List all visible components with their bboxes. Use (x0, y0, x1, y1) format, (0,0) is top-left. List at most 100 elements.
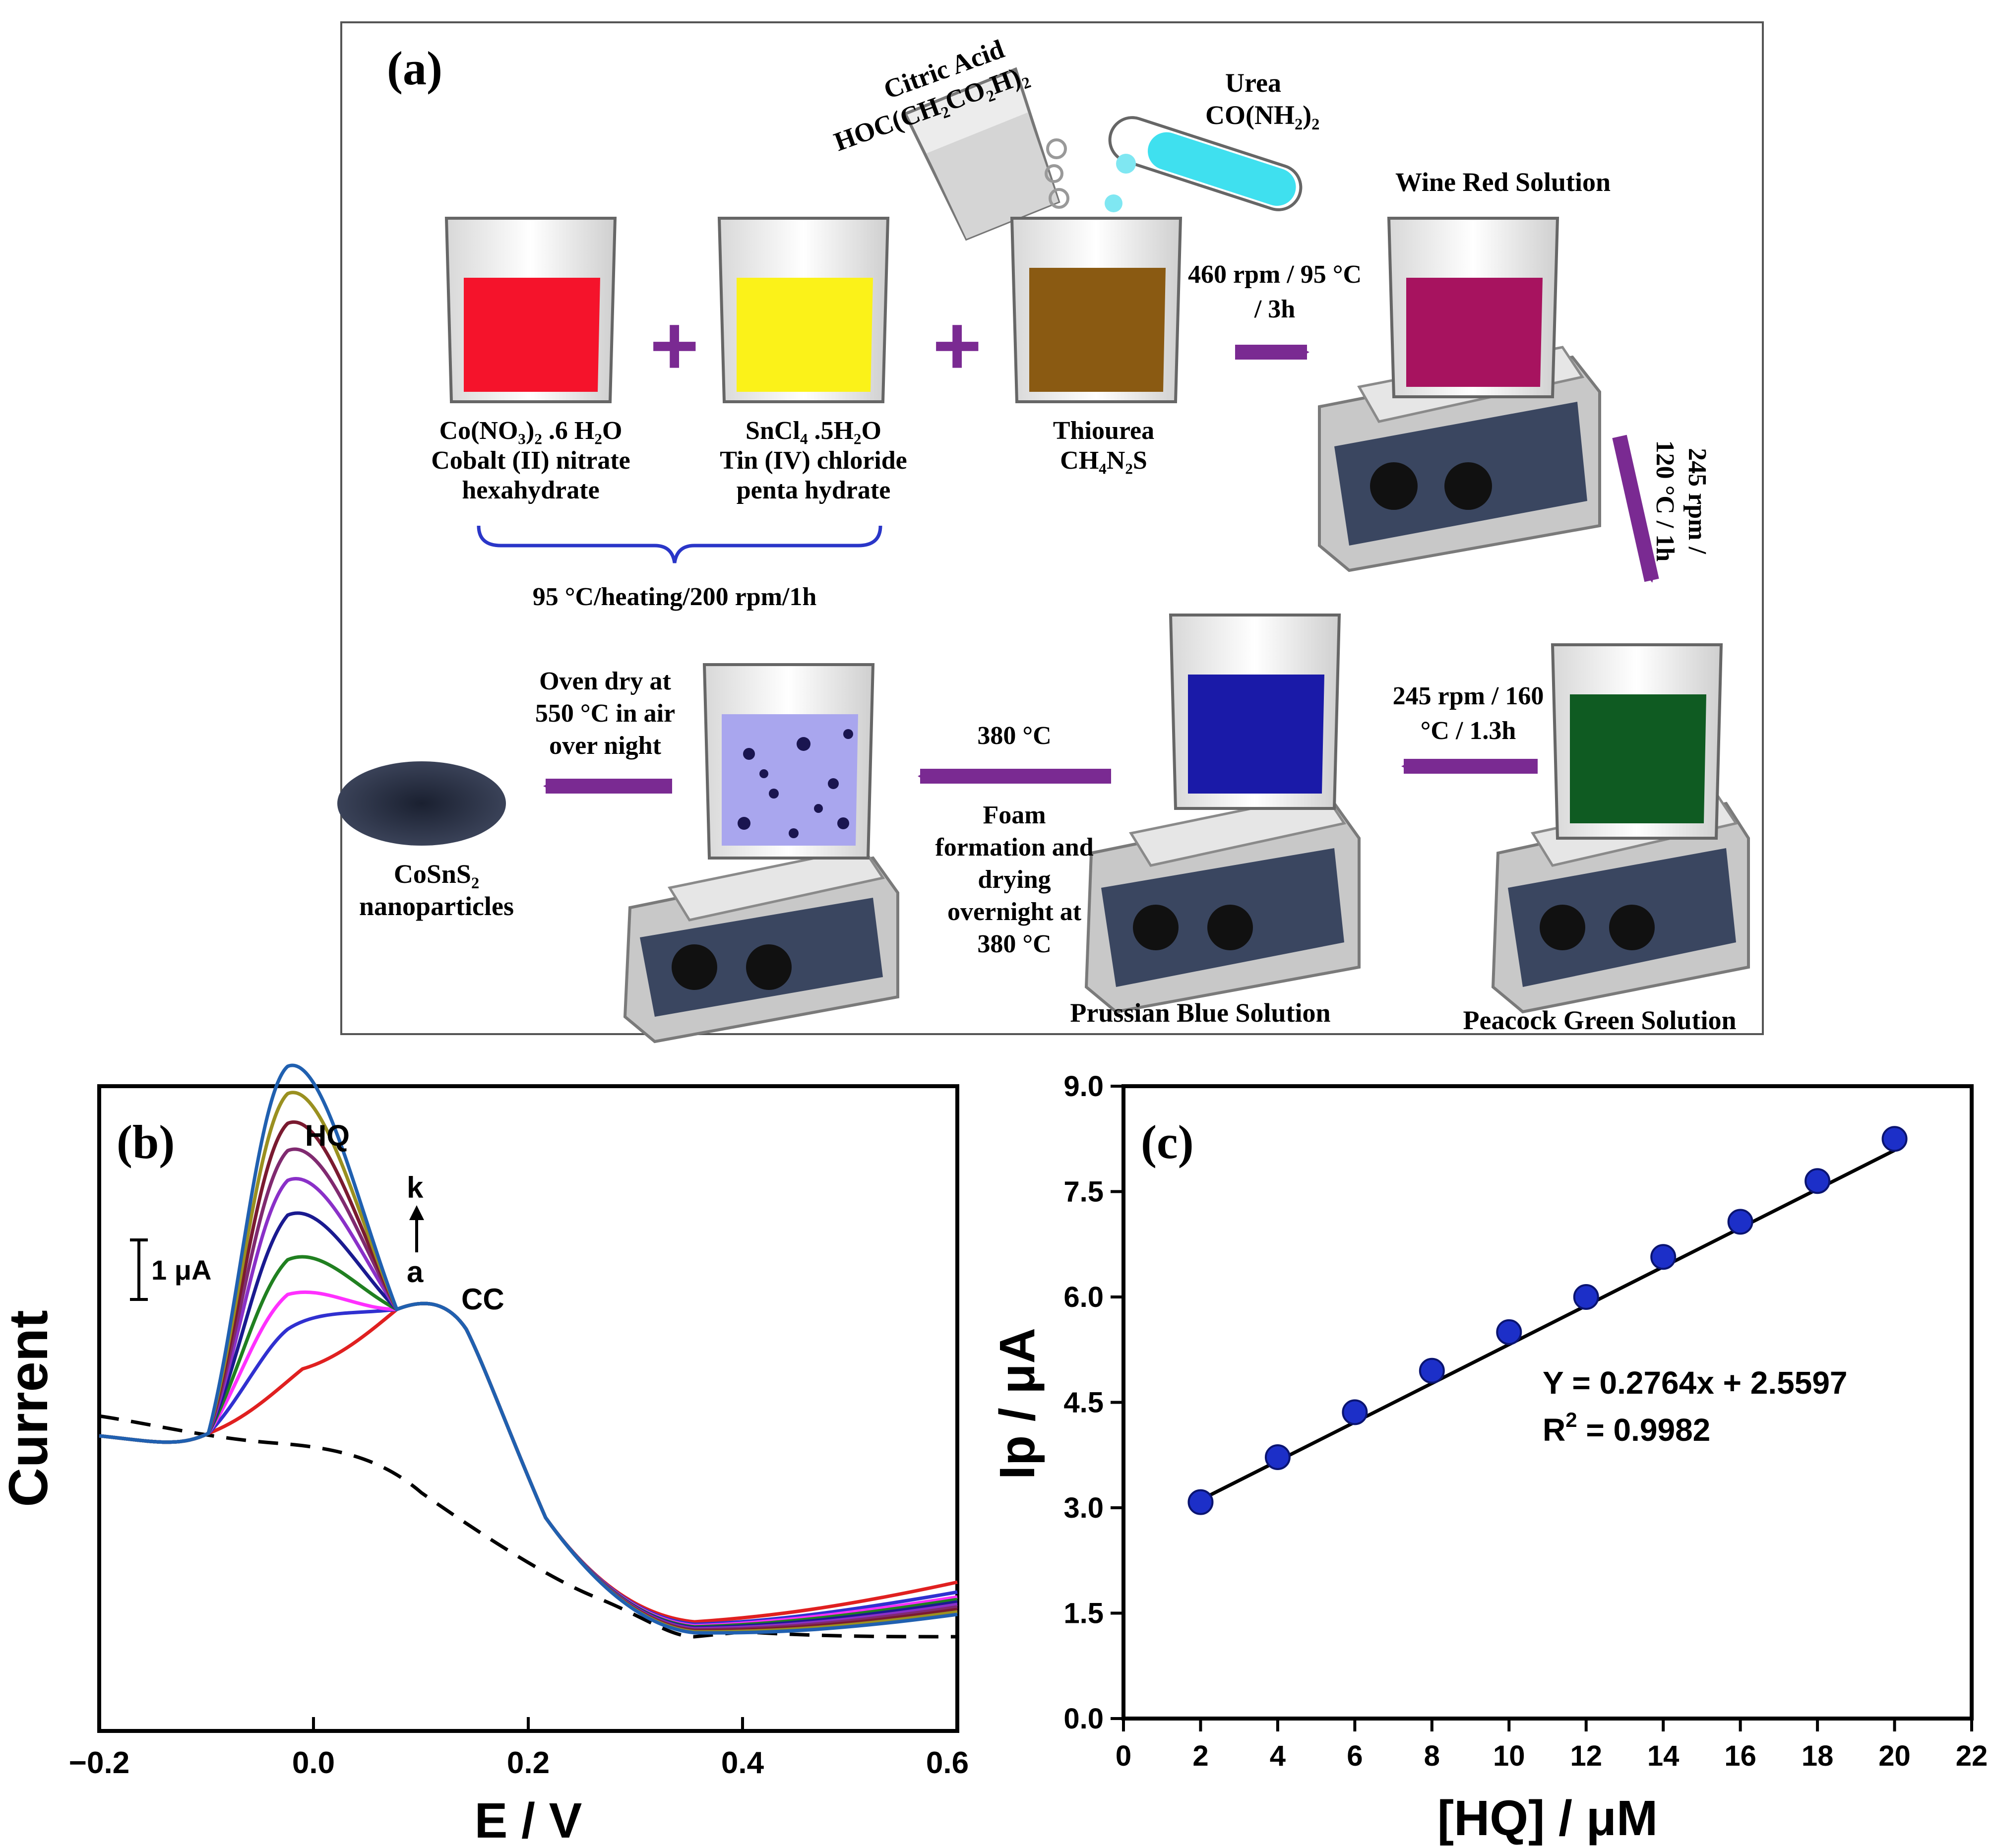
panel-c-xlabel: [HQ] / μM (1437, 1790, 1658, 1846)
prussian-blue-label: Prussian Blue Solution (1070, 998, 1330, 1028)
thiourea-beaker-icon (1010, 217, 1183, 403)
r-squared-value: = 0.9982 (1577, 1412, 1711, 1448)
data-points (1187, 1126, 1908, 1515)
c-xtick-label: 18 (1802, 1740, 1834, 1772)
thiourea-line2: CH₄N₂S (1060, 446, 1147, 475)
step4-line1: Foam (983, 801, 1046, 829)
citric-drop-icon (1049, 188, 1069, 209)
step4-line3: drying (978, 865, 1051, 894)
c-ytick-label: 7.5 (1063, 1176, 1104, 1208)
peacock-green-beaker-icon (1551, 643, 1723, 840)
panel-a: (a) Citric Acid HOC(CH₂CO₂H)₂ Urea CO(NH… (337, 21, 1764, 1044)
urea-drop-icon (1105, 194, 1122, 212)
cobalt-line2: Cobalt (II) nitrate (431, 446, 630, 475)
peacock-green-label: Peacock Green Solution (1463, 1005, 1737, 1035)
cv-curve-k (99, 1063, 958, 1635)
urea-formula: CO(NH₂)₂ (1205, 100, 1319, 130)
prussian-blue-beaker-icon (1169, 614, 1341, 810)
step5-line2: 550 °C in air (535, 699, 675, 728)
c-ytick-label: 3.0 (1063, 1492, 1104, 1524)
step3-line2: °C / 1.3h (1421, 717, 1516, 745)
data-point (1419, 1357, 1445, 1384)
concentration-arrowhead-icon (409, 1205, 424, 1220)
wine-red-label: Wine Red Solution (1395, 167, 1611, 197)
nanoparticle-powder-icon (337, 761, 506, 846)
arrow-bottom-label: a (407, 1255, 424, 1289)
step5-line1: Oven dry at (539, 667, 671, 695)
data-point (1805, 1168, 1831, 1194)
foam-beaker-icon (702, 663, 875, 860)
cc-peak-label: CC (461, 1283, 504, 1316)
cv-baseline-dashed (99, 1414, 958, 1639)
panel-c-plot-area (1121, 1084, 1974, 1721)
step4-temp: 380 °C (977, 722, 1051, 750)
cobalt-line1: Co(NO₃)₂ .6 H₂O (439, 417, 623, 445)
panel-a-label: (a) (387, 42, 442, 95)
step3-line1: 245 rpm / 160 (1393, 682, 1544, 710)
panel-c-yticks: 0.0 1.5 3.0 4.5 6.0 7.5 9.0 (1063, 1070, 1123, 1735)
citric-acid-beaker-icon (903, 67, 1060, 241)
b-xtick-label: 0.0 (292, 1746, 335, 1780)
c-xtick-label: 10 (1493, 1740, 1525, 1772)
b-xtick-label: 0.6 (926, 1746, 969, 1780)
thiourea-line1: Thiourea (1053, 417, 1154, 445)
data-point (1650, 1244, 1677, 1270)
citric-drop-icon (1046, 138, 1067, 159)
step4-line2: formation and (935, 833, 1093, 862)
data-point (1727, 1209, 1753, 1235)
panel-b-xlabel: E / V (475, 1793, 582, 1848)
b-xtick-label: 0.4 (721, 1746, 764, 1780)
tin-line3: penta hydrate (737, 476, 891, 504)
panel-b-label: (b) (117, 1115, 175, 1169)
fit-equation: Y = 0.2764x + 2.5597 (1543, 1365, 1848, 1401)
step1-line1: 460 rpm / 95 °C (1188, 260, 1362, 289)
scale-bar-label: 1 μA (151, 1254, 211, 1286)
data-point (1881, 1126, 1908, 1152)
tin-line2: Tin (IV) chloride (720, 446, 907, 475)
panel-b: (b) Current E / V −0.2 0.0 0.2 0.4 0.6 (0, 1063, 969, 1848)
panel-c: (c) Ip / μA [HQ] / μM 0 2 4 6 8 10 12 14 16 18 20 2… (990, 1070, 1988, 1846)
data-point (1496, 1319, 1522, 1345)
urea-name: Urea (1225, 68, 1281, 98)
panel-c-xticks: 0 2 4 6 8 10 12 14 16 18 20 22 (1116, 1719, 1988, 1772)
c-ytick-label: 4.5 (1063, 1387, 1104, 1419)
c-xtick-label: 0 (1116, 1740, 1131, 1772)
plus-sign-1: + (650, 299, 699, 393)
step1-line2: / 3h (1254, 295, 1295, 323)
data-point (1264, 1444, 1291, 1470)
cv-curves (99, 1063, 958, 1639)
step2-line1: 245 rpm / (1683, 448, 1711, 554)
stirrer-4-icon (623, 847, 899, 1044)
step-arrow-2 (1612, 434, 1659, 583)
b-xtick-label: −0.2 (69, 1746, 129, 1780)
stirrer-3-icon (1084, 792, 1361, 1014)
urea-test-tube-icon (1108, 116, 1303, 211)
product-line1: CoSnS₂ (394, 859, 479, 889)
b-xtick-label: 0.2 (507, 1746, 550, 1780)
urea-drop-icon (1116, 154, 1136, 174)
citric-drop-icon (1045, 164, 1063, 183)
c-xtick-label: 22 (1956, 1740, 1988, 1772)
step5-line3: over night (549, 732, 662, 760)
data-point (1342, 1399, 1368, 1425)
r-squared: R2 = 0.9982 (1543, 1408, 1710, 1448)
panel-c-ylabel: Ip / μA (990, 1328, 1045, 1479)
arrow-top-label: k (407, 1171, 424, 1204)
cobalt-line3: hexahydrate (462, 476, 599, 504)
c-xtick-label: 12 (1570, 1740, 1602, 1772)
data-point (1187, 1489, 1214, 1515)
hq-peak-label: HQ (305, 1119, 350, 1152)
c-ytick-label: 1.5 (1063, 1598, 1104, 1630)
stirrer-1-icon (1318, 346, 1601, 572)
step2-line2: 120 °C / 1h (1651, 440, 1679, 562)
c-xtick-label: 6 (1347, 1740, 1363, 1772)
wine-red-beaker-icon (1387, 217, 1559, 398)
c-xtick-label: 4 (1270, 1740, 1286, 1772)
tin-line1: SnCl₄ .5H₂O (746, 417, 881, 445)
c-ytick-label: 9.0 (1063, 1070, 1104, 1103)
cobalt-nitrate-beaker-icon (444, 217, 617, 403)
tin-chloride-beaker-icon (717, 217, 890, 403)
step4-line4: overnight at (947, 898, 1082, 926)
brace-label: 95 °C/heating/200 rpm/1h (533, 583, 817, 611)
